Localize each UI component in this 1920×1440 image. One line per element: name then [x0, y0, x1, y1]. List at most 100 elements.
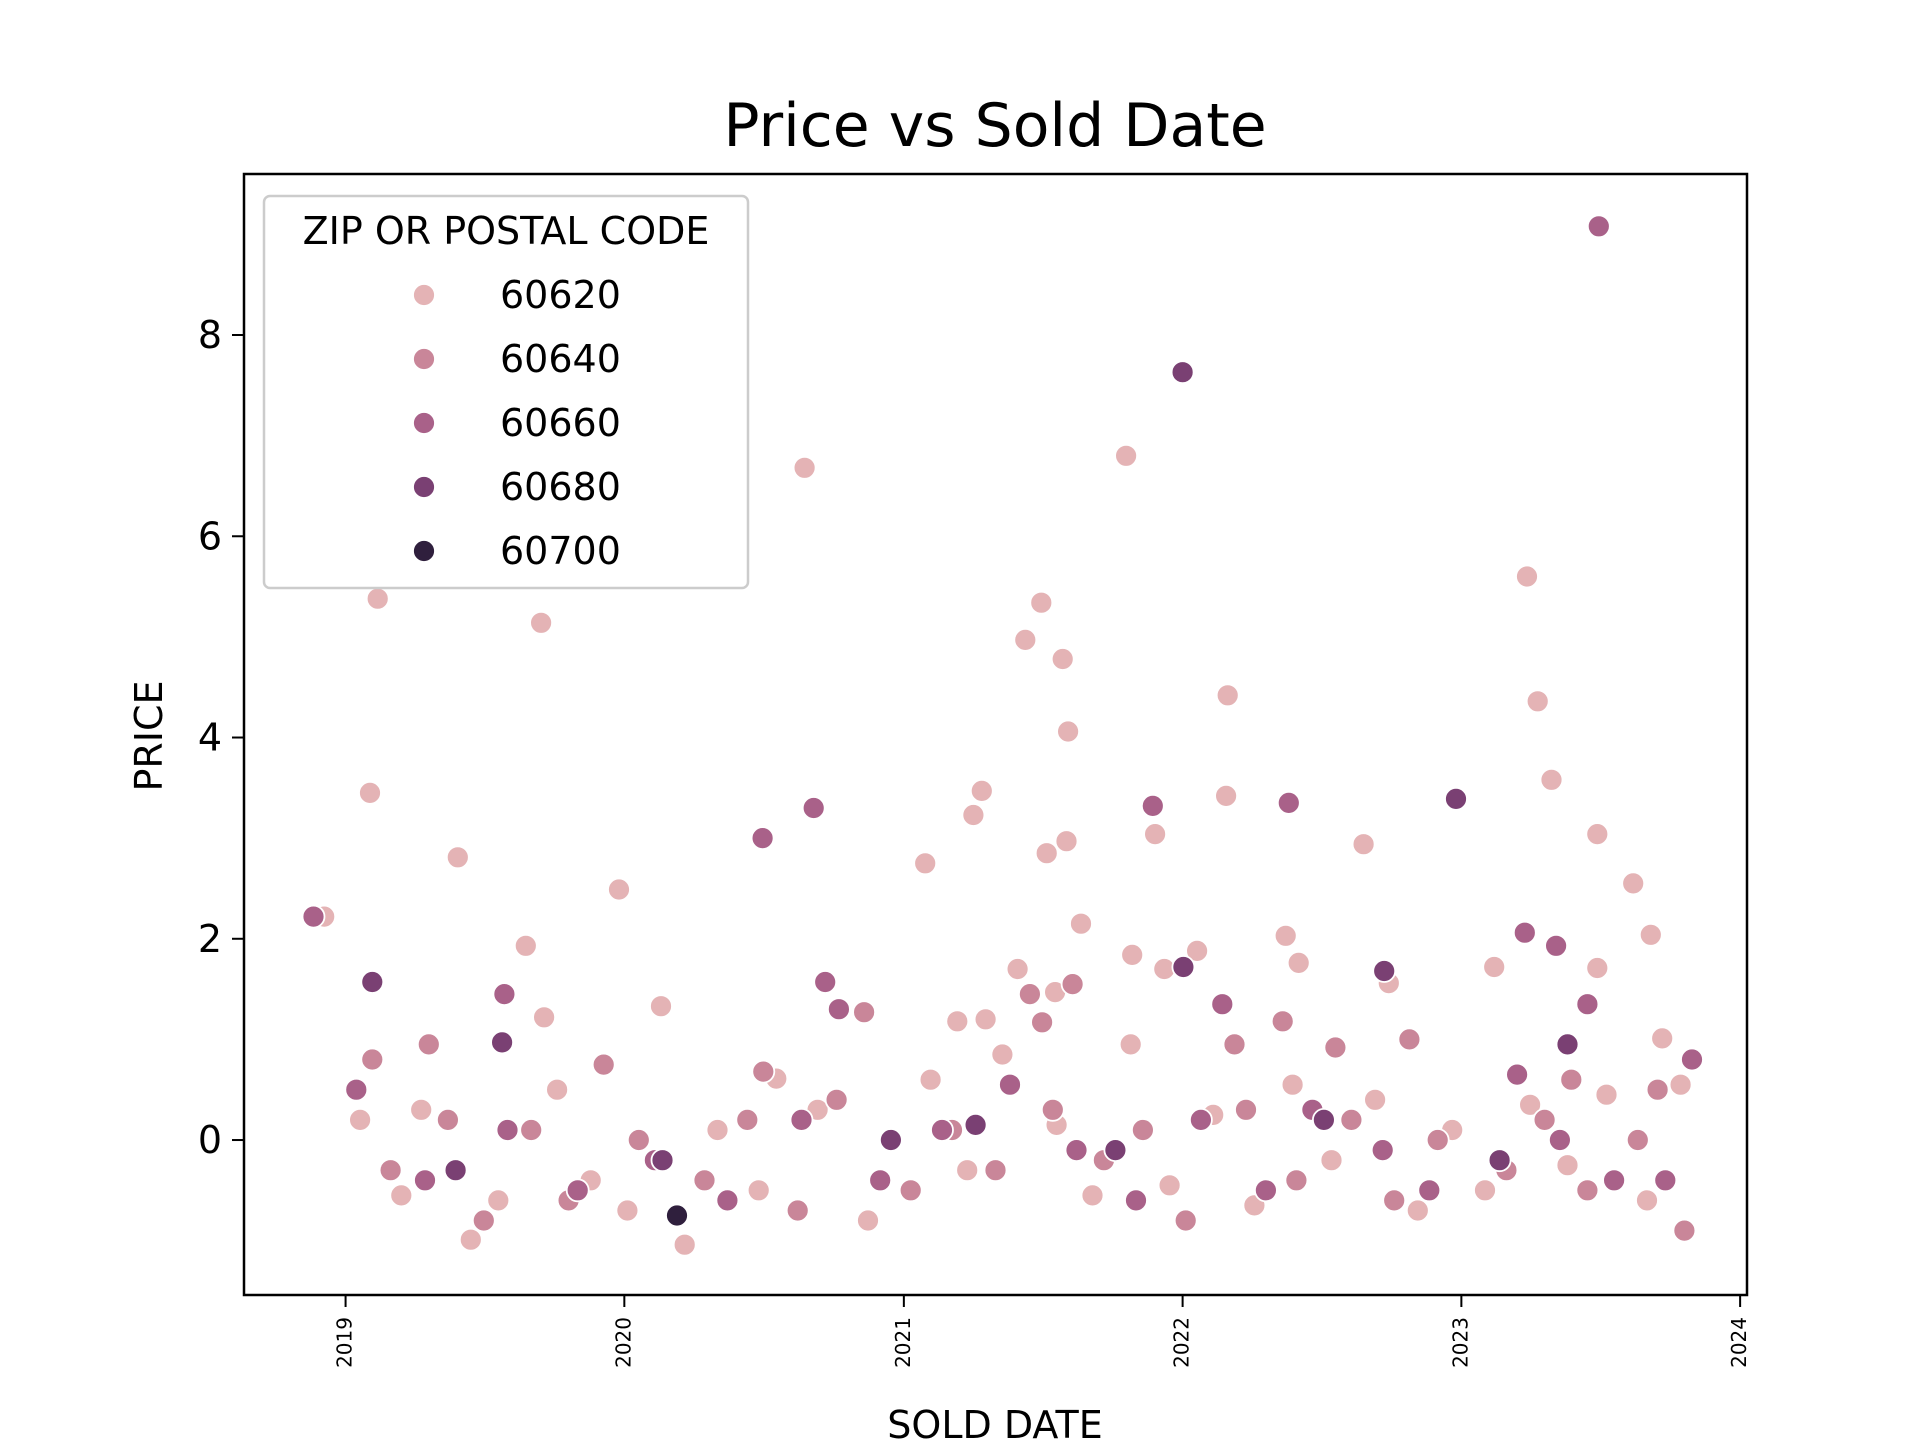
legend-box [262, 194, 750, 590]
data-point [1312, 1108, 1336, 1132]
legend-label: 60640 [500, 337, 621, 381]
y-axis: 0 2 4 6 8 [198, 313, 244, 1162]
data-point [1286, 951, 1311, 975]
y-tick-label: 6 [198, 514, 222, 558]
data-point [344, 1077, 369, 1102]
data-point [746, 1178, 771, 1203]
data-point [458, 1227, 483, 1252]
legend-title: ZIP OR POSTAL CODE [303, 209, 710, 253]
data-point [1525, 689, 1550, 714]
legend-label: 60700 [500, 529, 621, 573]
data-point [1118, 1032, 1143, 1057]
data-point [1602, 1168, 1626, 1193]
data-point [1060, 972, 1085, 996]
y-axis-label: PRICE [127, 680, 171, 791]
x-tick-label: 2020 [611, 1317, 635, 1368]
legend-marker [412, 283, 436, 307]
data-point [1672, 1218, 1697, 1243]
data-point [471, 1208, 496, 1233]
data-point [930, 1118, 954, 1142]
data-point [672, 1232, 697, 1257]
data-point [856, 1208, 880, 1233]
data-point [443, 1158, 468, 1183]
data-point [868, 1168, 893, 1193]
data-point [898, 1178, 923, 1203]
data-point [1273, 923, 1298, 948]
data-point [1370, 1138, 1395, 1162]
data-point [1487, 1148, 1512, 1173]
data-point [1575, 1178, 1600, 1203]
data-point [792, 455, 817, 480]
y-tick-label: 4 [198, 716, 222, 760]
data-point [913, 851, 938, 876]
data-point [365, 586, 390, 611]
data-point [1555, 1153, 1580, 1178]
y-tick-label: 2 [198, 917, 222, 961]
data-point [824, 1087, 849, 1112]
data-point [1056, 719, 1080, 744]
data-point [1505, 1062, 1529, 1087]
data-point [378, 1158, 403, 1183]
data-point [1185, 939, 1209, 963]
data-point [1276, 791, 1301, 815]
x-axis-label: SOLD DATE [887, 1403, 1102, 1440]
data-point [1284, 1168, 1309, 1193]
legend-marker [412, 475, 436, 499]
data-point [409, 1097, 434, 1122]
data-point [789, 1108, 814, 1132]
data-point [1103, 1138, 1128, 1162]
data-point [750, 826, 775, 850]
data-point [1417, 1178, 1442, 1203]
data-point [1029, 590, 1054, 615]
data-point [1518, 1092, 1542, 1117]
data-point [1173, 1208, 1198, 1233]
scatter-points [301, 214, 1704, 1257]
data-point [1351, 832, 1376, 857]
data-point [1473, 1178, 1497, 1203]
data-point [751, 1059, 776, 1084]
data-point [918, 1067, 943, 1092]
data-point [1544, 933, 1568, 958]
data-point [1319, 1148, 1344, 1173]
legend-label: 60660 [500, 401, 621, 445]
data-point [1222, 1032, 1247, 1057]
data-point [626, 1128, 651, 1152]
data-point [1645, 1077, 1670, 1102]
data-point [705, 1118, 730, 1142]
data-point [1114, 443, 1138, 468]
data-point [1625, 1128, 1650, 1152]
data-point [715, 1188, 740, 1213]
data-point [1171, 955, 1196, 979]
data-point [1064, 1138, 1089, 1162]
data-point [955, 1158, 980, 1183]
data-point [1018, 982, 1042, 1006]
data-point [1030, 1010, 1054, 1035]
x-tick-label: 2024 [1727, 1317, 1751, 1368]
data-point [998, 1072, 1022, 1097]
data-point [490, 1030, 515, 1055]
data-point [785, 1198, 810, 1223]
data-point [1234, 1097, 1258, 1122]
legend-marker [412, 411, 436, 435]
data-point [492, 982, 517, 1006]
data-point [1280, 1072, 1305, 1097]
data-point [1653, 1168, 1678, 1193]
data-point [607, 877, 631, 902]
data-point [1586, 214, 1611, 239]
data-point [650, 1148, 675, 1173]
data-point [348, 1108, 373, 1132]
data-point [545, 1077, 569, 1102]
data-point [879, 1128, 903, 1152]
data-point [801, 796, 826, 820]
data-point [1069, 911, 1093, 936]
data-point [1339, 1108, 1364, 1132]
data-point [1363, 1087, 1387, 1112]
data-point [961, 803, 986, 827]
data-point [1680, 1047, 1704, 1072]
data-point [1215, 683, 1240, 708]
y-tick-label: 8 [198, 313, 222, 357]
data-point [692, 1168, 717, 1193]
x-axis: 2019 2020 2021 2022 2023 2024 [333, 1295, 1751, 1368]
data-point [413, 1168, 437, 1193]
